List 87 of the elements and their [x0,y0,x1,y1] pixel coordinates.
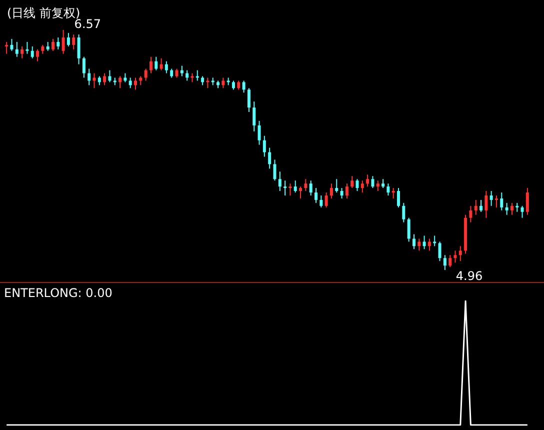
candlestick [252,101,256,132]
candlestick [56,36,60,50]
candlestick [66,32,70,47]
candlestick [5,41,8,54]
candlestick [118,76,122,89]
candlestick [500,192,504,211]
candlestick [402,202,406,223]
candlestick [222,77,225,89]
candlestick [366,174,370,188]
annotation: 4.96 [456,269,483,283]
candlestick [242,80,246,94]
candlestick [458,246,462,262]
candlestick [443,254,446,270]
text: ENTERLONG: 0.00 [4,286,112,300]
candlestick [51,38,54,52]
candlestick [324,192,328,208]
candlestick [418,238,421,252]
candlestick [371,176,374,189]
candlestick [510,202,514,216]
candlestick [320,194,323,208]
candlestick [407,217,410,242]
candlestick [480,199,483,212]
candlestick [273,159,276,182]
candlestick [505,202,508,216]
candlestick [154,56,158,71]
candlestick [309,180,312,196]
candlestick [108,70,112,83]
candlestick [360,180,364,193]
candlestick [454,250,457,264]
candlestick [376,180,380,192]
candlestick [160,58,163,71]
candlestick [288,183,292,196]
candlestick [397,188,400,208]
candlestick [92,72,96,89]
candlestick [164,60,168,74]
candlestick [448,254,452,268]
candlestick [314,188,318,204]
candlestick [520,205,524,218]
candlestick [469,205,472,223]
candlestick [149,56,152,74]
candlestick [299,186,302,199]
candlestick [386,183,390,196]
candlestick [412,234,416,250]
candlestick [186,70,189,82]
candlestick [340,188,344,199]
candlestick [284,180,287,196]
candlestick [77,34,80,65]
candlestick [128,77,132,89]
candlestick [36,48,40,62]
candlestick [304,178,308,192]
candlestick [206,77,210,89]
candlestick [335,178,338,193]
candlestick [258,120,261,146]
candlestick [88,68,91,86]
candlestick [345,183,348,199]
candlestick [180,65,184,77]
candlestick [20,46,24,59]
candlestick [438,241,442,262]
candlestick [433,235,436,247]
candlestick [268,147,272,170]
candlestick [494,194,498,208]
candlestick [294,180,297,193]
candlestick [490,190,493,206]
candlestick [144,68,148,82]
candlestick [428,238,431,252]
candlestick [330,183,333,199]
candlestick [526,188,529,216]
candlestick [350,176,354,189]
chart-title: (日线 前复权) [7,6,80,20]
candlestick [474,199,478,216]
candlestick [26,41,29,54]
candlestick [262,135,266,158]
candlestick [422,235,426,250]
candlestick [484,190,488,218]
candlestick [247,88,250,112]
candlestick [103,72,106,86]
candlestick [82,56,86,78]
candlestick [72,34,76,50]
candlestick [30,46,34,59]
candlestick [356,178,359,192]
candlestick [196,70,199,82]
candlestick [10,38,14,52]
candlestick [15,41,18,58]
candlestick [392,188,395,199]
candlestick [278,171,282,192]
candlestick [134,77,137,90]
candlestick [62,30,65,54]
